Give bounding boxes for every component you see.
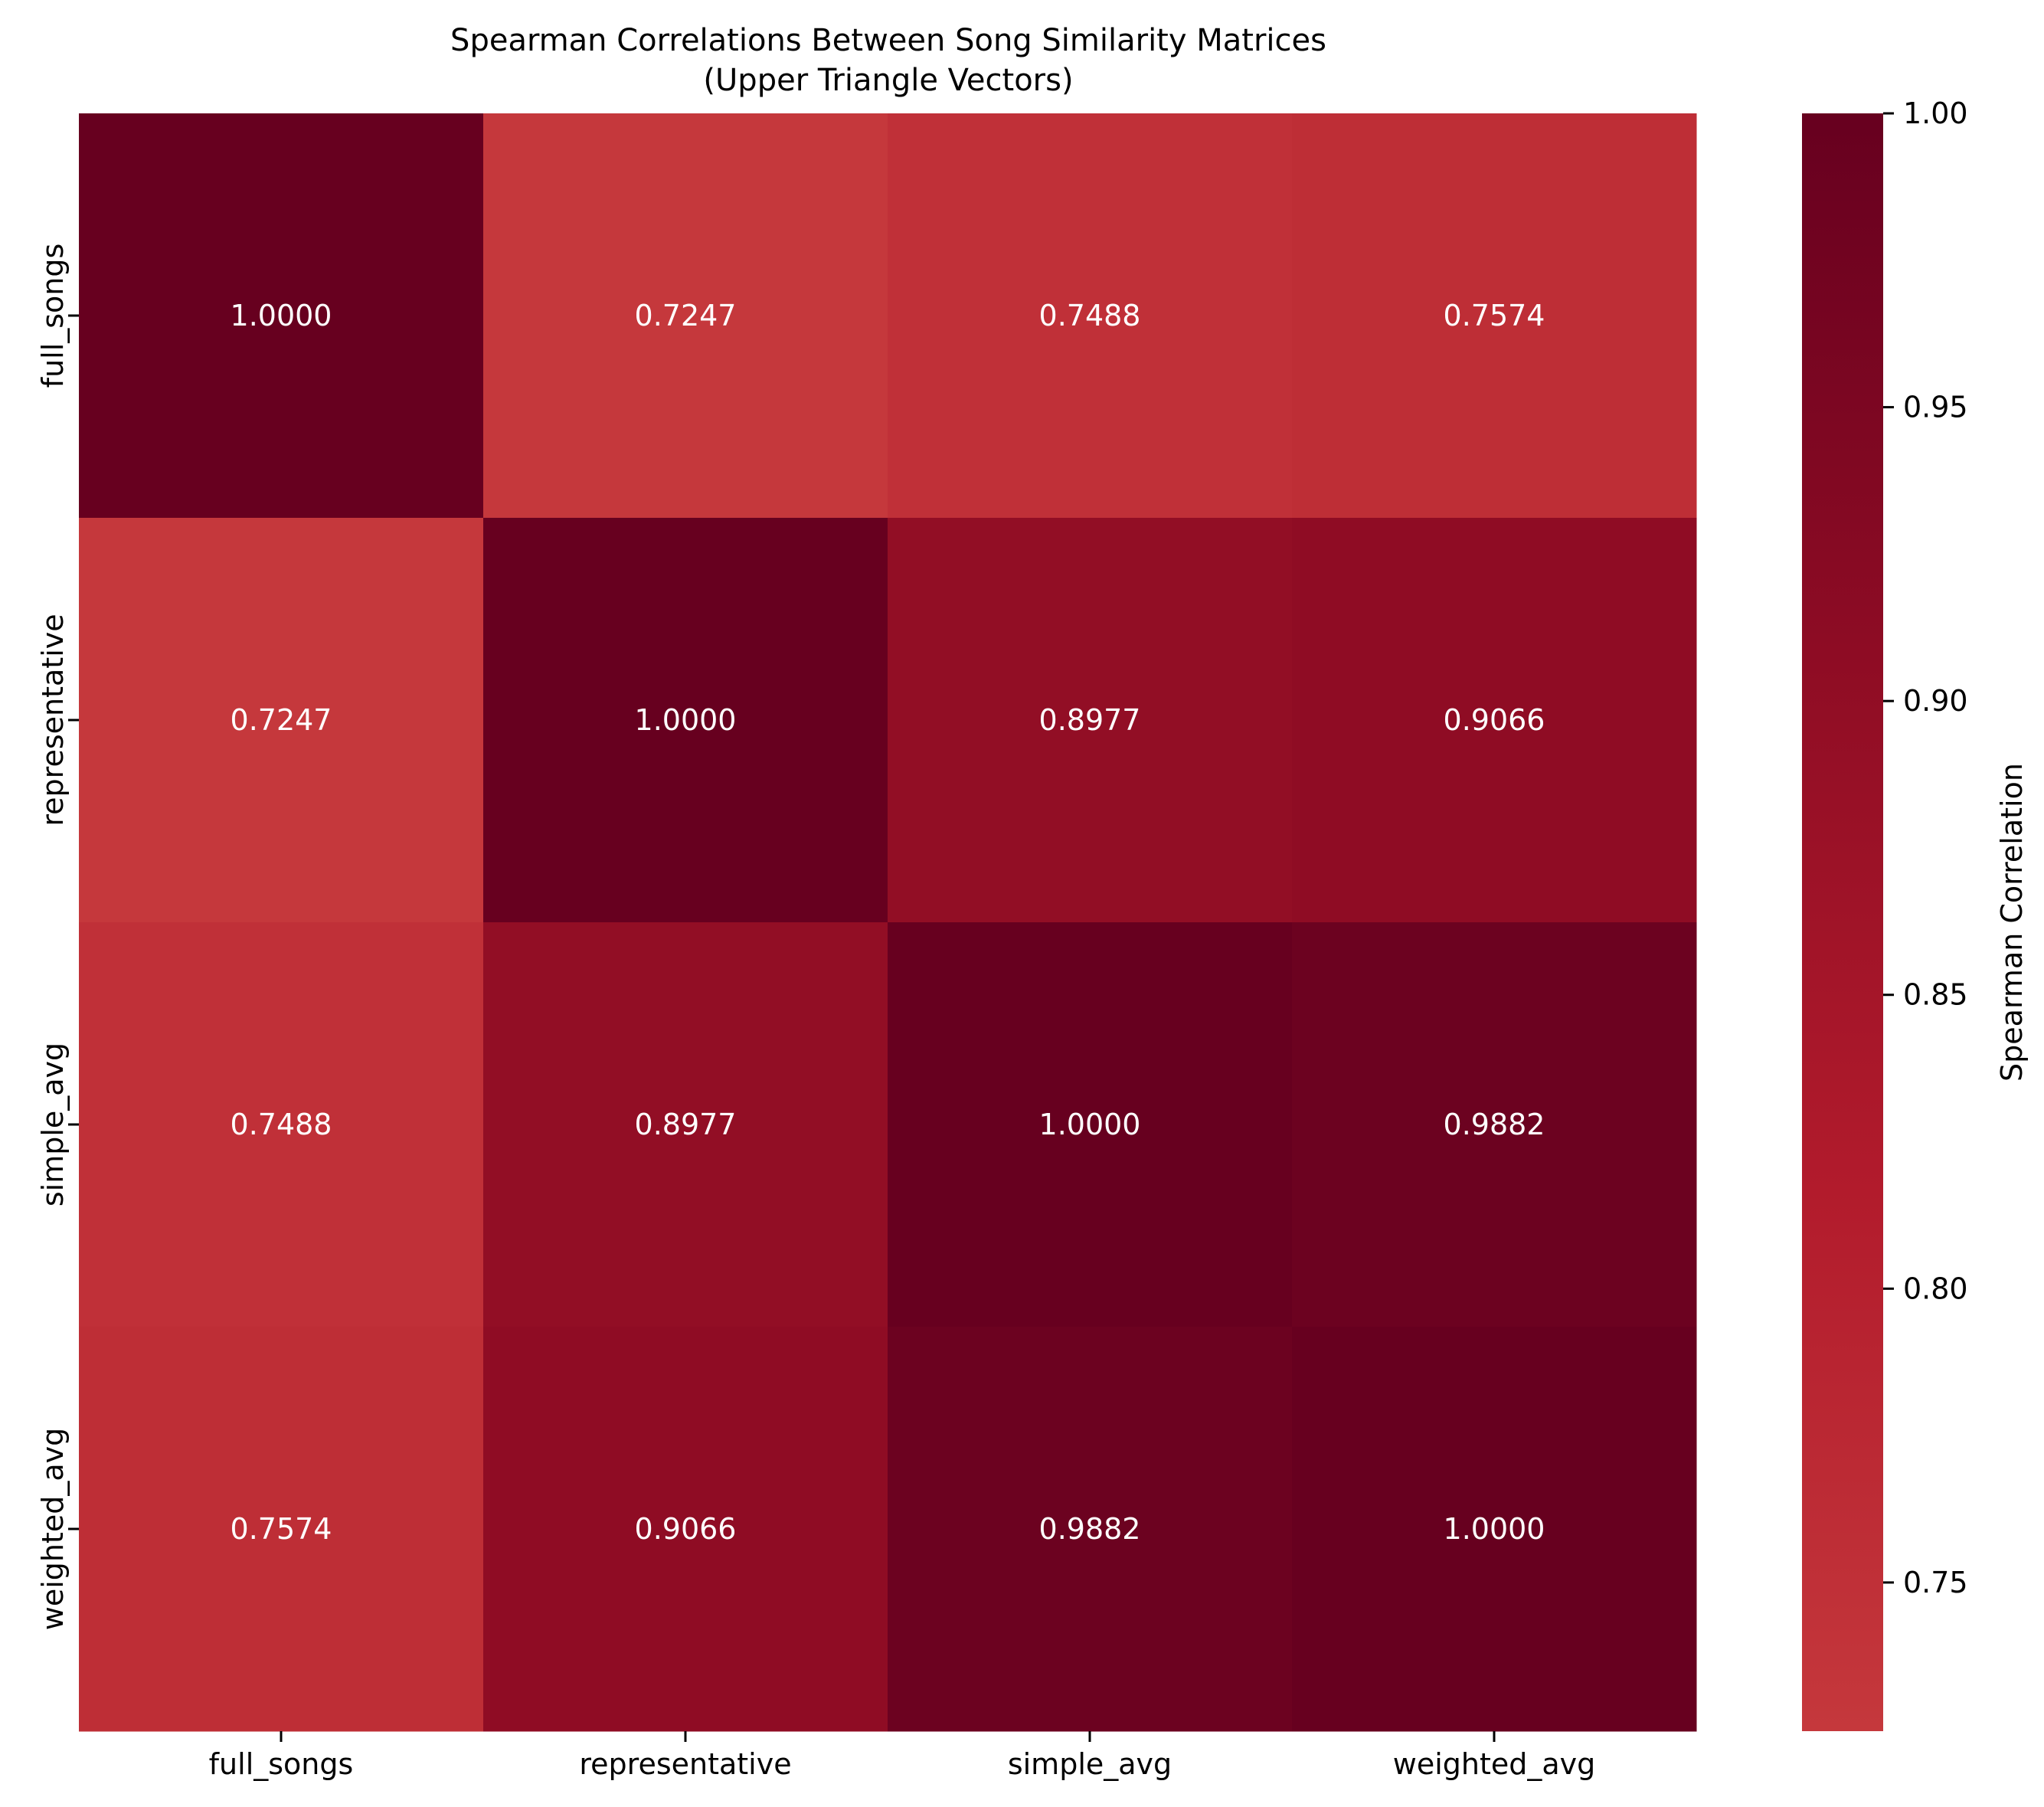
- colorbar-label: Spearman Correlation: [1995, 763, 2029, 1082]
- cell-value-label: 0.8977: [1039, 703, 1141, 737]
- y-axis: full_songs representative simple_avgweight…: [36, 244, 79, 1631]
- colorbar-tick-label: 0.80: [1903, 1272, 1968, 1305]
- cell-value-label: 0.7247: [231, 703, 332, 737]
- colorbar-tick-label: 0.90: [1903, 684, 1968, 718]
- y-tick-label: weighted_avg: [36, 1428, 70, 1631]
- cell-value-label: 0.7574: [1444, 299, 1545, 332]
- colorbar-tick-label: 0.85: [1903, 978, 1968, 1012]
- heatmap-cell: [79, 922, 484, 1327]
- heatmap-cell: [1292, 922, 1697, 1327]
- cell-value-label: 0.9882: [1444, 1108, 1545, 1141]
- cell-value-label: 0.9066: [1444, 703, 1545, 737]
- cell-value-label: 1.0000: [231, 299, 332, 332]
- heatmap-cell: [888, 518, 1293, 923]
- cell-value-label: 1.0000: [1039, 1108, 1141, 1141]
- chart-title-line-2: (Upper Triangle Vectors): [703, 63, 1073, 98]
- colorbar-gradient: [1802, 113, 1883, 1731]
- heatmap-cell: [79, 1327, 484, 1732]
- heatmap-cell: [888, 922, 1293, 1327]
- colorbar-ticks: 0.75 0.80 0.85 0.90 0.95 1.00: [1883, 97, 1968, 1599]
- colorbar-tick-label: 0.75: [1903, 1566, 1968, 1599]
- heatmap-cell: [483, 518, 888, 923]
- x-axis: full_songs representative simple_avg weight…: [209, 1731, 1596, 1781]
- heatmap-cell: [483, 922, 888, 1327]
- heatmap-cell: [483, 113, 888, 519]
- y-tick-label: full_songs: [36, 244, 70, 388]
- heatmap-cell: [1292, 113, 1697, 519]
- heatmap-cell: [79, 518, 484, 923]
- heatmap-cell: [483, 1327, 888, 1732]
- x-tick-label: representative: [579, 1747, 791, 1781]
- heatmap-cell: [888, 1327, 1293, 1732]
- cell-value-label: 0.7574: [231, 1512, 332, 1546]
- heatmap-value-labels: 1.0000 0.7247 0.7488 0.7574 0.7247 1.0000 0.89…: [231, 299, 1545, 1546]
- heatmap-cell: [79, 113, 484, 519]
- cell-value-label: 1.0000: [1444, 1512, 1545, 1546]
- cell-value-label: 0.9066: [635, 1512, 737, 1546]
- cell-value-label: 0.7488: [1039, 299, 1141, 332]
- colorbar-tick-label: 1.00: [1903, 97, 1968, 130]
- x-tick-label: weighted_avg: [1393, 1747, 1596, 1781]
- x-tick-label: simple_avg: [1008, 1747, 1172, 1781]
- heatmap-cell: [1292, 1327, 1697, 1732]
- heatmap-cells: [79, 113, 1697, 1732]
- chart-title: Spearman Correlations Between Song Simil…: [450, 23, 1326, 98]
- y-tick-label: representative: [36, 614, 70, 826]
- heatmap-cell: [888, 113, 1293, 519]
- cell-value-label: 0.9882: [1039, 1512, 1141, 1546]
- cell-value-label: 0.8977: [635, 1108, 737, 1141]
- chart-title-line-1: Spearman Correlations Between Song Simil…: [450, 23, 1326, 58]
- cell-value-label: 0.7247: [635, 299, 737, 332]
- colorbar-tick-label: 0.95: [1903, 391, 1968, 424]
- cell-value-label: 0.7488: [231, 1108, 332, 1141]
- x-tick-label: full_songs: [209, 1747, 354, 1781]
- y-tick-label: simple_avg: [36, 1043, 70, 1206]
- heatmap-cell: [1292, 518, 1697, 923]
- colorbar: 0.75 0.80 0.85 0.90 0.95 1.00 Spearman Correl…: [1802, 97, 2029, 1731]
- cell-value-label: 1.0000: [635, 703, 737, 737]
